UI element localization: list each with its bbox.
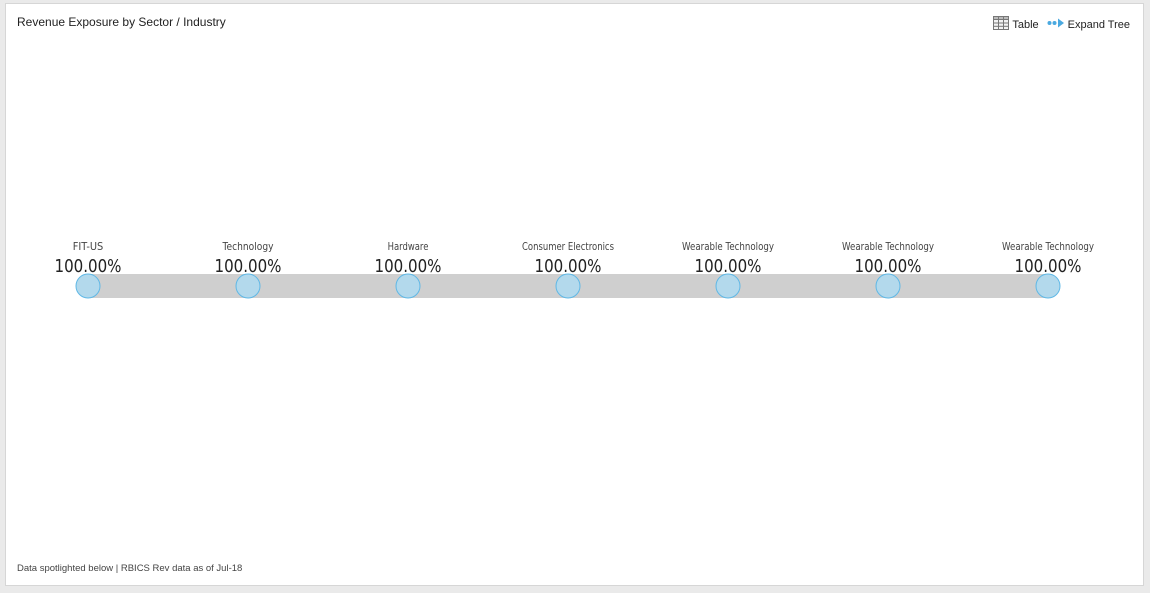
tree-node[interactable]: Technology 100.00%: [215, 240, 282, 299]
table-button-label: Table: [1012, 18, 1039, 31]
sector-tree: FIT-US 100.00% Technology 100.00% Hardware 10…: [55, 240, 1094, 299]
tree-node-circle[interactable]: [1035, 273, 1061, 299]
table-icon: [993, 16, 1012, 33]
panel-title: Revenue Exposure by Sector / Industry: [17, 15, 226, 29]
tree-node[interactable]: FIT-US 100.00%: [55, 240, 122, 299]
tree-node-label: Wearable Technology: [842, 240, 934, 253]
tree-node[interactable]: Wearable Technology 100.00%: [682, 240, 774, 299]
expand-tree-button[interactable]: Expand Tree: [1047, 18, 1130, 31]
tree-node[interactable]: Wearable Technology 100.00%: [1002, 240, 1094, 299]
tree-node-label: Technology: [222, 240, 274, 253]
tree-node-value: 100.00%: [375, 256, 442, 277]
tree-node-circle[interactable]: [555, 273, 581, 299]
tree-node-value: 100.00%: [55, 256, 122, 277]
tree-node-value: 100.00%: [215, 256, 282, 277]
panel-footer: Data spotlighted below | RBICS Rev data …: [17, 563, 243, 574]
panel-toolbar: Table Expand Tree: [985, 16, 1130, 33]
tree-node-label: Wearable Technology: [1002, 240, 1094, 253]
tree-node-circle[interactable]: [235, 273, 261, 299]
tree-node-circle[interactable]: [715, 273, 741, 299]
tree-node-label: Consumer Electronics: [522, 240, 614, 253]
tree-node-circle[interactable]: [875, 273, 901, 299]
table-button[interactable]: Table: [993, 16, 1039, 33]
tree-node-label: FIT-US: [73, 240, 104, 253]
revenue-exposure-panel: Revenue Exposure by Sector / Industry Ta…: [5, 3, 1144, 586]
tree-node-value: 100.00%: [535, 256, 602, 277]
tree-node-value: 100.00%: [855, 256, 922, 277]
tree-node-circle[interactable]: [395, 273, 421, 299]
tree-node-value: 100.00%: [1015, 256, 1082, 277]
tree-node[interactable]: Hardware 100.00%: [375, 240, 442, 299]
tree-node[interactable]: Wearable Technology 100.00%: [842, 240, 934, 299]
tree-node-circle[interactable]: [75, 273, 101, 299]
tree-node-label: Wearable Technology: [682, 240, 774, 253]
tree-node[interactable]: Consumer Electronics 100.00%: [522, 240, 614, 299]
tree-node-label: Hardware: [388, 240, 429, 253]
expand-tree-icon: [1047, 18, 1068, 31]
tree-node-value: 100.00%: [695, 256, 762, 277]
expand-tree-button-label: Expand Tree: [1067, 18, 1130, 31]
